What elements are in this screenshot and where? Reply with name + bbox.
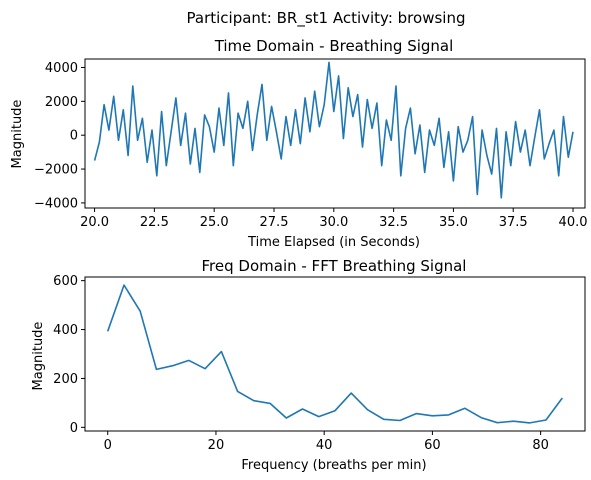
freq-domain-x-tick-label: 0: [104, 438, 112, 453]
freq-domain-y-tick-label: 600: [53, 274, 78, 289]
freq-domain-x-tick-label: 20: [208, 438, 225, 453]
freq-domain-y-tick-label: 400: [53, 323, 78, 338]
time-domain-y-label: Magnitude: [10, 100, 25, 169]
time-domain-x-tick-label: 35.0: [439, 215, 468, 230]
freq-domain-axes-frame: [84, 276, 586, 432]
freq-domain-x-tick-label: 60: [424, 438, 441, 453]
freq-domain-y-tick-label: 0: [70, 421, 78, 436]
time-domain-chart: Time Domain - Breathing Signal 20.0 22.5 2…: [10, 37, 588, 250]
time-domain-x-tick-label: 32.5: [379, 215, 408, 230]
time-domain-x-tick-label: 40.0: [559, 215, 588, 230]
figure-suptitle: Participant: BR_st1 Activity: browsing: [187, 9, 466, 28]
time-domain-x-label: Time Elapsed (in Seconds): [247, 235, 420, 250]
time-domain-x-tick-label: 25.0: [200, 215, 229, 230]
time-domain-x-tick-label: 22.5: [140, 215, 169, 230]
freq-domain-y-label: Magnitude: [31, 322, 46, 391]
time-domain-axes-frame: [84, 58, 586, 209]
time-domain-y-tick-label: −4000: [34, 196, 78, 211]
time-domain-series-line: [93, 61, 574, 199]
time-domain-x-tick-label: 27.5: [260, 215, 289, 230]
freq-domain-chart: Freq Domain - FFT Breathing Signal 0 20 40…: [31, 257, 586, 473]
freq-domain-title: Freq Domain - FFT Breathing Signal: [202, 257, 467, 275]
freq-domain-x-tick-label: 80: [532, 438, 549, 453]
time-domain-plot-area: [93, 61, 574, 199]
time-domain-y-ticks: −4000 −2000 0 2000 4000: [34, 61, 85, 211]
time-domain-y-tick-label: 0: [70, 129, 78, 144]
time-domain-x-tick-label: 37.5: [499, 215, 528, 230]
time-domain-y-tick-label: −2000: [34, 163, 78, 178]
time-domain-y-tick-label: 4000: [45, 61, 78, 76]
freq-domain-x-label: Frequency (breaths per min): [241, 458, 426, 473]
time-domain-x-tick-label: 30.0: [319, 215, 348, 230]
time-domain-x-ticks: 20.0 22.5 25.0 27.5 30.0 32.5 35.0 37.5 40.0: [80, 208, 588, 230]
freq-domain-x-ticks: 0 20 40 60 80: [104, 431, 549, 453]
time-domain-y-tick-label: 2000: [45, 95, 78, 110]
freq-domain-x-tick-label: 40: [316, 438, 333, 453]
time-domain-x-tick-label: 20.0: [80, 215, 109, 230]
freq-domain-plot-area: [106, 284, 563, 424]
freq-domain-y-tick-label: 200: [53, 372, 78, 387]
freq-domain-y-ticks: 0 200 400 600: [53, 274, 85, 436]
freq-domain-series-line: [106, 284, 563, 424]
time-domain-title: Time Domain - Breathing Signal: [214, 37, 454, 55]
